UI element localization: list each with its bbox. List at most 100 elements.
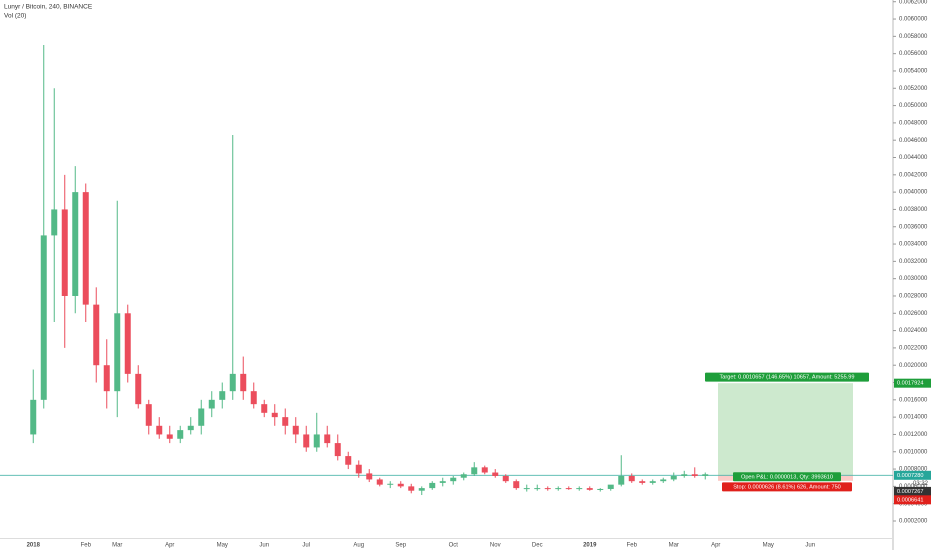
target-label-box xyxy=(705,372,869,382)
y-tick-label: 0.0046000 xyxy=(899,138,928,144)
y-tick-label: 0.0008000 xyxy=(899,467,928,473)
y-tick-label: 0.0026000 xyxy=(899,311,928,317)
candle-body xyxy=(618,475,625,485)
y-tick-label: 0.0048000 xyxy=(899,120,928,126)
candle-body xyxy=(198,408,205,426)
stop-label: Stop: 0.0000626 (8.61%) 626, Amount: 750 xyxy=(733,484,841,490)
candle-body xyxy=(544,488,551,490)
candle-body xyxy=(177,430,184,439)
candle-body xyxy=(303,434,310,448)
candle-body xyxy=(691,474,698,476)
x-tick-label: Jun xyxy=(805,543,815,549)
y-tick-label: 0.0038000 xyxy=(899,207,928,213)
y-tick-label: 0.0010000 xyxy=(899,449,928,455)
x-tick-label: Sep xyxy=(395,543,406,549)
x-tick-label: Apr xyxy=(165,543,174,549)
y-tick-label: 0.0020000 xyxy=(899,363,928,369)
candle-body xyxy=(30,399,37,435)
candle-body xyxy=(387,483,394,485)
candle-body xyxy=(51,209,58,236)
candle-body xyxy=(135,373,142,405)
y-tick-label: 0.0054000 xyxy=(899,69,928,75)
y-tick-label: 0.0014000 xyxy=(899,415,928,421)
x-tick-label: Dec xyxy=(532,543,543,549)
y-tick-label: 0.0062000 xyxy=(899,0,928,5)
candle-body xyxy=(460,474,467,478)
y-tick-label: 0.0058000 xyxy=(899,34,928,40)
candle-body xyxy=(565,488,572,490)
y-tick-label: 0.0016000 xyxy=(899,397,928,403)
candle-body xyxy=(513,481,520,489)
x-tick-label: Mar xyxy=(669,543,679,549)
y-tick-label: 0.0050000 xyxy=(899,103,928,109)
candle-body xyxy=(271,412,278,418)
candle-body xyxy=(670,475,677,480)
candle-body xyxy=(586,488,593,490)
candle-body xyxy=(450,477,457,482)
candle-body xyxy=(292,425,299,435)
x-tick-label: Jul xyxy=(302,543,310,549)
candle-body xyxy=(208,399,215,409)
y-tick-label: 0.0012000 xyxy=(899,432,928,438)
target-tag-box xyxy=(894,378,931,388)
x-tick-label: Apr xyxy=(711,543,720,549)
y-tick-label: 0.0024000 xyxy=(899,328,928,334)
candle-body xyxy=(660,479,667,482)
stop-label-box xyxy=(722,482,852,492)
stop-tag: 0.0006641 xyxy=(897,497,923,503)
candle-body xyxy=(103,365,110,392)
candle-body xyxy=(397,483,404,487)
candle-body xyxy=(187,425,194,431)
y-tick-label: 0.0002000 xyxy=(899,519,928,525)
last-price-tag: 0.0007267 xyxy=(897,489,923,495)
pnl-label: Open P&L: 0.0000013, Qty: 3993610 xyxy=(741,474,833,480)
entry-tag: 0.0007280 xyxy=(897,473,923,479)
candle-body xyxy=(313,434,320,448)
entry-tag-box xyxy=(894,470,931,480)
x-tick-label: Aug xyxy=(353,543,364,549)
chart-title: Lunyr / Bitcoin, 240, BINANCE xyxy=(4,4,93,11)
candle-body xyxy=(681,474,688,476)
candle-body xyxy=(355,464,362,474)
candle-body xyxy=(628,475,635,482)
target-zone xyxy=(718,383,853,476)
candle-body xyxy=(576,488,583,490)
x-tick-label: May xyxy=(763,543,774,549)
y-tick-label: 0.0060000 xyxy=(899,17,928,23)
y-tick-label: 0.0040000 xyxy=(899,190,928,196)
y-tick-label: 0.0044000 xyxy=(899,155,928,161)
y-tick-label: 0.0042000 xyxy=(899,172,928,178)
y-tick-label: 0.0056000 xyxy=(899,51,928,57)
candle-body xyxy=(156,425,163,435)
candle-body xyxy=(145,404,152,426)
candle-body xyxy=(639,481,646,483)
target-tag: 0.0017924 xyxy=(897,381,923,387)
candle-body xyxy=(61,209,68,296)
y-tick-label: 0.0052000 xyxy=(899,86,928,92)
candle-body xyxy=(240,373,247,392)
x-tick-label: May xyxy=(217,543,228,549)
candle-body xyxy=(555,488,562,490)
candle-body xyxy=(597,488,604,490)
candle-body xyxy=(282,417,289,426)
candle-body xyxy=(429,482,436,489)
y-tick-label: 0.0028000 xyxy=(899,294,928,300)
candle-body xyxy=(114,313,121,392)
candle-body xyxy=(345,456,352,465)
candle-body xyxy=(481,467,488,473)
candle-body xyxy=(82,192,89,305)
volume-label: Vol (20) xyxy=(4,13,26,20)
candle-body xyxy=(523,488,530,490)
y-tick-label: 0.0034000 xyxy=(899,242,928,248)
x-tick-label: 2019 xyxy=(583,543,597,549)
x-tick-label: Jun xyxy=(259,543,269,549)
candle-body xyxy=(502,475,509,482)
pnl-label-box xyxy=(733,472,841,482)
candle-body xyxy=(534,488,541,490)
y-tick-label: 0.0022000 xyxy=(899,345,928,351)
y-tick-label: 0.0032000 xyxy=(899,259,928,265)
y-tick-label: 0.0036000 xyxy=(899,224,928,230)
candle-body xyxy=(702,474,709,476)
